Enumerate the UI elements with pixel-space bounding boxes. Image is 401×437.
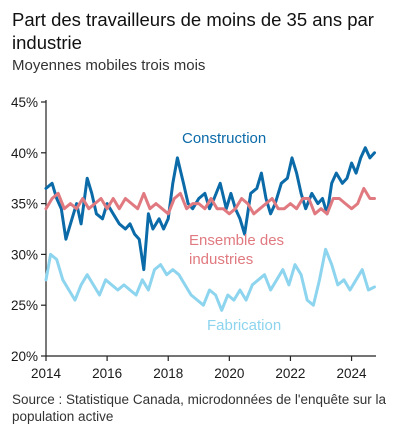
y-tick-label: 30%: [11, 247, 38, 262]
x-tick-label: 2016: [92, 366, 122, 381]
series-label: industries: [189, 251, 253, 268]
y-tick-label: 45%: [11, 95, 38, 110]
series-line-2: [44, 247, 376, 312]
y-tick-label: 35%: [11, 197, 38, 212]
y-axis: 20% 25% 30% 35% 40% 45%: [11, 95, 46, 364]
series-labels: Construction Ensemble des industries Fabric…: [182, 130, 284, 334]
series-line-1: [44, 186, 376, 216]
series-label: Fabrication: [207, 317, 281, 334]
chart-title: Part des travailleurs de moins de 35 ans…: [12, 9, 374, 53]
source-note: Source : Statistique Canada, microdonnée…: [12, 392, 387, 424]
x-tick-label: 2024: [337, 366, 368, 381]
series-label: Ensemble des: [189, 232, 284, 249]
chart-subtitle: Moyennes mobiles trois mois: [12, 57, 206, 74]
series-label: Construction: [182, 130, 266, 147]
x-tick-label: 2018: [153, 366, 183, 381]
y-tick-label: 25%: [11, 298, 38, 313]
y-tick-label: 20%: [11, 349, 38, 364]
series-line-0: [44, 146, 376, 272]
series-group: [44, 146, 376, 312]
x-tick-label: 2022: [275, 366, 305, 381]
x-tick-label: 2014: [31, 366, 62, 381]
x-tick-label: 2020: [214, 366, 244, 381]
x-axis: 2014 2016 2018 2020 2022 2024: [31, 356, 367, 381]
y-tick-label: 40%: [11, 146, 38, 161]
